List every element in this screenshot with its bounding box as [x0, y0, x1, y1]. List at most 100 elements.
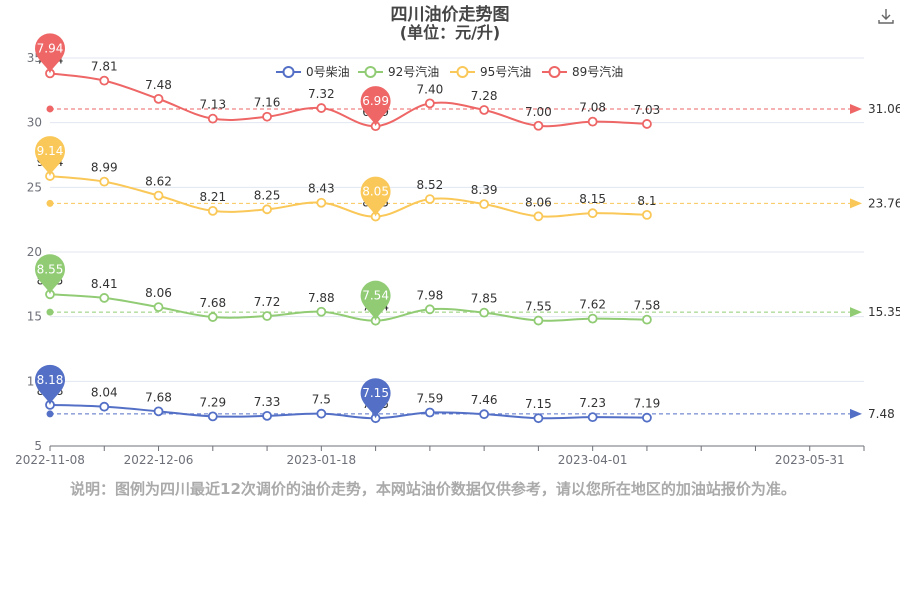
y-tick-label: 5 — [34, 439, 42, 453]
legend-item-2: 95号汽油 — [450, 64, 531, 79]
pin-shape — [360, 86, 391, 127]
data-point — [587, 313, 598, 324]
data-point — [207, 113, 218, 124]
average-label: 15.35 — [868, 305, 900, 319]
data-label: 7.81 — [91, 60, 118, 74]
legend-swatch-dot — [456, 66, 469, 78]
x-tick-label: 2023-04-01 — [558, 453, 628, 467]
data-point — [207, 411, 218, 422]
plot-area: 7.48 8.18 8.04 7.68 7.29 7.33 7.5 7.15 7.59 7.46 7… — [35, 33, 900, 424]
min-pin: 8.05 — [360, 176, 391, 217]
data-label: 7.62 — [579, 298, 606, 312]
data-point — [479, 409, 490, 420]
average-arrow — [850, 408, 862, 419]
data-label: 7.28 — [471, 89, 498, 103]
average-start-dot — [46, 308, 54, 316]
pin-label: 8.05 — [362, 185, 389, 199]
y-tick-label: 30 — [27, 116, 42, 130]
legend-swatch-dot — [364, 66, 377, 78]
chart-subtitle: (单位：元/升) — [400, 23, 500, 42]
series-line — [49, 403, 647, 420]
data-point — [424, 98, 435, 109]
data-label: 7.88 — [308, 291, 335, 305]
data-label: 7.58 — [634, 299, 661, 313]
data-point — [479, 307, 490, 318]
data-label: 7.40 — [417, 82, 444, 96]
data-point — [153, 406, 164, 417]
x-tick-label: 2023-01-18 — [286, 453, 356, 467]
pin-label: 6.99 — [362, 94, 389, 108]
data-point — [642, 119, 652, 129]
max-pin: 7.94 — [35, 33, 65, 74]
data-label: 8.06 — [525, 195, 552, 209]
max-pin: 8.55 — [35, 254, 65, 295]
data-label: 8.25 — [254, 188, 281, 202]
x-tick-label: 2023-05-31 — [775, 453, 845, 467]
pin-label: 8.55 — [37, 262, 64, 276]
data-label: 7.5 — [312, 393, 331, 407]
data-point — [207, 312, 218, 322]
data-label: 8.52 — [417, 178, 444, 192]
legend-item-1: 92号汽油 — [358, 64, 439, 79]
data-label: 8.21 — [199, 190, 226, 204]
data-point — [424, 194, 435, 205]
min-pin: 6.99 — [360, 86, 391, 127]
download-icon[interactable] — [878, 9, 894, 24]
data-point — [262, 410, 272, 421]
data-point — [316, 306, 327, 317]
data-label: 7.33 — [254, 395, 281, 409]
data-label: 7.46 — [471, 393, 498, 407]
x-tick-label: 2022-12-06 — [124, 453, 194, 467]
data-point — [153, 302, 164, 312]
data-label: 7.23 — [579, 396, 606, 410]
data-point — [99, 401, 110, 412]
y-tick-label: 20 — [27, 245, 42, 259]
data-point — [479, 105, 490, 115]
data-label: 8.15 — [579, 192, 606, 206]
data-point — [316, 408, 327, 419]
data-point — [424, 304, 435, 315]
data-point — [533, 120, 544, 131]
legend: 0号柴油 92号汽油 95号汽油 89号汽油 — [276, 64, 623, 79]
data-point — [479, 199, 490, 210]
pin-shape — [35, 364, 65, 405]
series-0: 7.48 8.18 8.04 7.68 7.29 7.33 7.5 7.15 7.59 7.46 7… — [35, 364, 895, 424]
data-label: 7.32 — [308, 87, 335, 101]
max-pin: 9.14 — [35, 136, 65, 177]
data-label: 7.68 — [145, 390, 172, 404]
legend-label: 92号汽油 — [388, 64, 439, 79]
y-tick-label: 15 — [27, 310, 42, 324]
series-line — [49, 175, 647, 218]
data-point — [262, 111, 272, 122]
data-point — [642, 314, 652, 325]
data-label: 7.16 — [254, 96, 281, 110]
data-point — [316, 103, 327, 113]
data-label: 7.68 — [199, 296, 226, 310]
grid — [50, 57, 864, 447]
data-label: 7.19 — [634, 397, 661, 411]
y-tick-label: 25 — [27, 180, 42, 194]
legend-label: 89号汽油 — [572, 64, 623, 79]
data-label: 7.98 — [417, 288, 444, 302]
data-point — [424, 407, 435, 418]
data-label: 8.04 — [91, 386, 118, 400]
pin-label: 7.94 — [37, 41, 64, 55]
data-label: 7.48 — [145, 78, 172, 92]
data-label: 7.08 — [579, 101, 606, 115]
data-point — [533, 413, 544, 424]
data-point — [587, 412, 598, 423]
series-1: 15.35 8.55 8.41 8.06 7.68 7.72 7.88 7.54 7.98 7.8… — [35, 254, 900, 326]
data-label: 8.99 — [91, 161, 118, 175]
pin-shape — [360, 280, 391, 321]
data-point — [153, 93, 164, 104]
data-label: 7.85 — [471, 292, 498, 306]
data-point — [587, 208, 598, 219]
data-label: 8.41 — [91, 277, 118, 291]
legend-swatch-dot — [282, 66, 295, 78]
average-start-dot — [46, 410, 54, 418]
data-label: 8.62 — [145, 175, 172, 189]
legend-item-0: 0号柴油 — [276, 65, 350, 79]
data-point — [99, 176, 110, 187]
min-pin: 7.54 — [360, 280, 391, 321]
